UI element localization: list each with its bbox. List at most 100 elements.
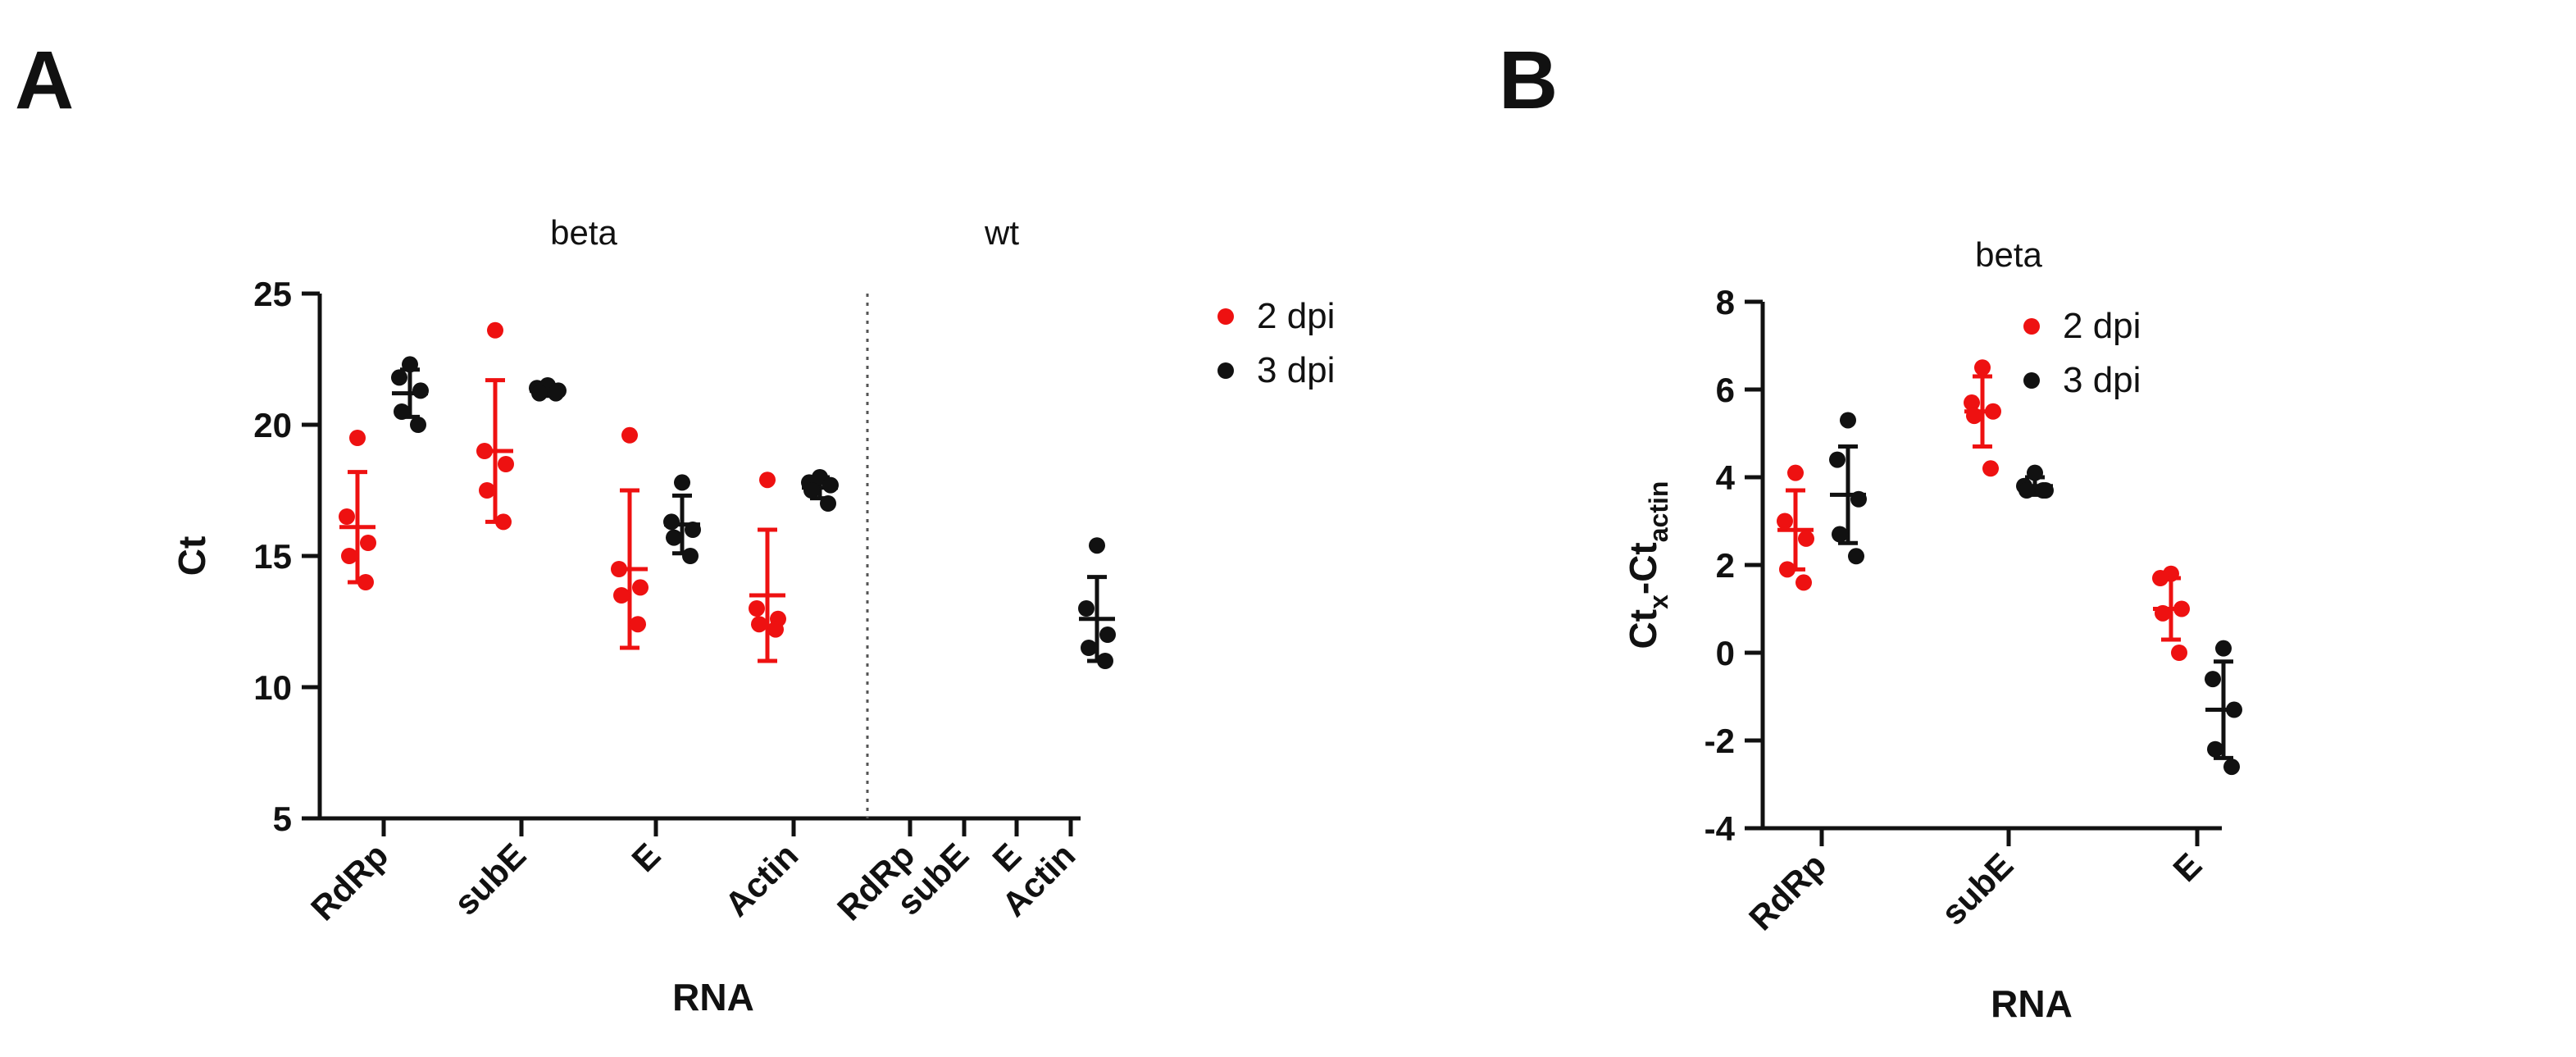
data-point: [822, 476, 839, 494]
data-point: [476, 443, 493, 459]
data-point: [632, 579, 649, 596]
y-tick-label: 5: [273, 800, 292, 838]
data-point: [360, 535, 376, 551]
y-tick-label: 20: [253, 406, 292, 444]
data-point: [1985, 403, 2001, 420]
data-point: [391, 369, 407, 386]
data-point: [531, 385, 548, 402]
data-point: [1966, 408, 1982, 425]
legend-label: 3 dpi: [1257, 350, 1335, 390]
data-point: [487, 321, 503, 339]
data-point: [357, 574, 374, 590]
x-axis-title: RNA: [672, 976, 754, 1018]
x-tick-label: Actin: [717, 836, 805, 923]
data-point: [666, 529, 682, 546]
legend-label: 3 dpi: [2063, 360, 2141, 400]
data-point: [749, 600, 765, 617]
data-point: [803, 482, 820, 499]
y-tick-label: 6: [1716, 371, 1735, 409]
data-point: [412, 382, 429, 399]
data-point: [2173, 600, 2190, 617]
y-tick-label: 10: [253, 668, 292, 707]
group-label: beta: [1975, 235, 2042, 274]
y-axis-title: Ctx-Ctactin: [1622, 481, 1673, 649]
data-point: [1078, 600, 1095, 617]
group-label: wt: [984, 213, 1019, 252]
data-point: [630, 616, 646, 633]
data-point: [611, 561, 627, 577]
data-point: [1848, 548, 1864, 565]
data-point: [1850, 490, 1867, 508]
data-point: [1974, 359, 1991, 376]
data-point: [1829, 451, 1846, 468]
data-point: [2035, 482, 2051, 499]
data-point: [2207, 740, 2223, 758]
data-point: [2226, 701, 2242, 718]
data-point: [2155, 604, 2171, 622]
data-point: [479, 482, 495, 499]
data-point: [767, 621, 784, 638]
y-tick-label: 15: [253, 537, 292, 576]
data-point: [1982, 460, 1999, 477]
x-tick-label: RdRp: [303, 836, 395, 927]
y-axis-title: Ct: [171, 536, 213, 576]
data-point: [1787, 464, 1804, 481]
y-tick-label: 0: [1716, 634, 1735, 672]
data-point: [394, 403, 410, 420]
data-point: [1840, 412, 1856, 429]
x-tick-label: subE: [447, 836, 534, 923]
data-point: [402, 356, 418, 373]
data-point: [1097, 653, 1113, 669]
legend-marker: [1217, 362, 1234, 379]
data-point: [613, 587, 630, 604]
group-label: beta: [550, 213, 617, 252]
legend-marker: [2023, 372, 2040, 389]
data-point: [548, 385, 564, 402]
y-tick-label: 25: [253, 275, 292, 313]
data-point: [1099, 626, 1116, 643]
legend-marker: [1217, 308, 1234, 325]
data-point: [2027, 464, 2043, 481]
data-point: [759, 472, 776, 489]
data-point: [1795, 574, 1812, 591]
data-point: [682, 548, 699, 564]
x-axis-title: RNA: [1991, 982, 2073, 1025]
y-tick-label: 2: [1716, 546, 1735, 585]
x-tick-label: E: [2165, 845, 2209, 889]
data-point: [495, 513, 512, 531]
data-point: [1964, 394, 1980, 412]
data-point: [2205, 671, 2221, 688]
y-tick-label: 4: [1716, 458, 1736, 497]
data-point: [2215, 640, 2232, 657]
data-point: [674, 474, 690, 491]
data-point: [1777, 513, 1793, 530]
x-tick-label: RdRp: [1741, 845, 1833, 937]
legend-marker: [2023, 318, 2040, 335]
data-point: [1089, 537, 1105, 554]
data-point: [339, 508, 355, 525]
data-point: [1081, 640, 1097, 656]
data-point: [2223, 759, 2240, 776]
data-point: [2152, 570, 2169, 587]
data-point: [2171, 645, 2187, 661]
data-point: [685, 522, 701, 538]
y-tick-label: -4: [1704, 809, 1736, 848]
data-point: [1779, 561, 1795, 578]
data-point: [410, 417, 426, 433]
y-tick-label: -2: [1704, 722, 1735, 760]
data-point: [751, 616, 767, 633]
data-point: [349, 430, 366, 446]
data-point: [621, 426, 638, 444]
legend-label: 2 dpi: [1257, 296, 1335, 336]
data-point: [341, 548, 357, 564]
x-tick-label: E: [624, 836, 667, 879]
x-tick-label: subE: [1934, 845, 2021, 932]
y-tick-label: 8: [1716, 283, 1735, 321]
data-point: [2018, 482, 2035, 499]
data-point: [1798, 530, 1814, 547]
data-point: [663, 513, 680, 531]
legend-label: 2 dpi: [2063, 306, 2141, 346]
